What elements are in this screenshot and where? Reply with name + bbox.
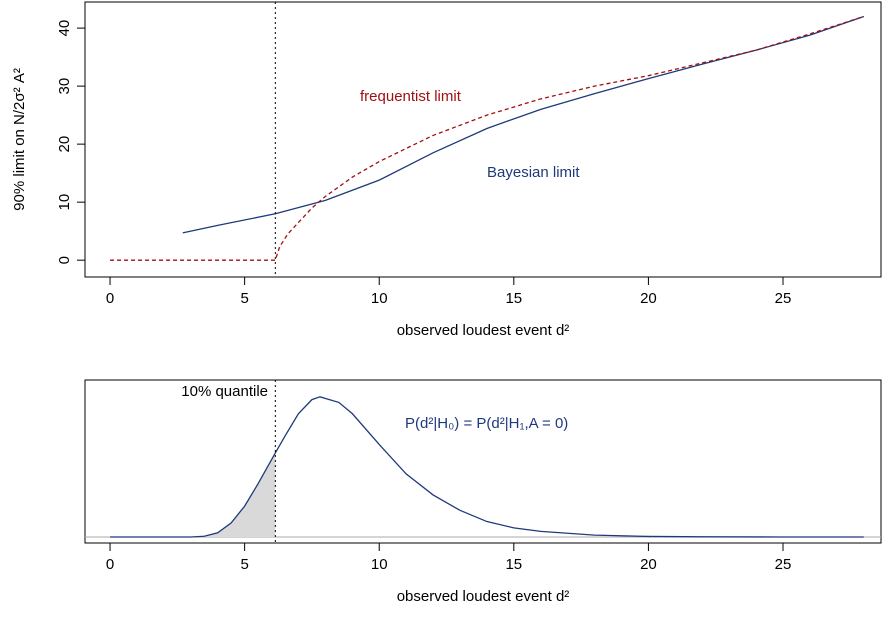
y-tick-label: 20: [56, 136, 73, 153]
x-tick-label: 10: [371, 556, 388, 573]
y-tick-label: 0: [56, 256, 73, 264]
annotation: frequentist limit: [360, 88, 462, 105]
x-tick-label: 20: [640, 290, 657, 307]
y-tick-label: 40: [56, 20, 73, 37]
x-tick-label: 5: [240, 556, 248, 573]
series-line: [182, 15, 864, 234]
plot-frame: [84, 1, 882, 278]
x-tick-label: 25: [775, 556, 792, 573]
plot-frame: [84, 379, 882, 544]
x-axis-label: observed loudest event d²: [397, 588, 570, 605]
annotation: Bayesian limit: [487, 164, 580, 181]
series-line: [110, 15, 864, 261]
x-tick-label: 5: [240, 290, 248, 307]
x-tick-label: 10: [371, 290, 388, 307]
annotation: P(d²|H₀) = P(d²|H₁,A = 0): [405, 415, 568, 432]
x-tick-label: 15: [505, 556, 522, 573]
y-axis-label: 90% limit on N/2σ² A²: [11, 68, 28, 211]
x-axis-label: observed loudest event d²: [397, 322, 570, 339]
x-tick-label: 20: [640, 556, 657, 573]
x-tick-label: 15: [505, 290, 522, 307]
x-tick-label: 0: [106, 556, 114, 573]
density-line: [110, 396, 864, 538]
shaded-area: [110, 452, 276, 537]
annotation: 10% quantile: [181, 383, 268, 400]
x-tick-label: 25: [775, 290, 792, 307]
x-tick-label: 0: [106, 290, 114, 307]
y-tick-label: 10: [56, 194, 73, 211]
y-tick-label: 30: [56, 78, 73, 95]
